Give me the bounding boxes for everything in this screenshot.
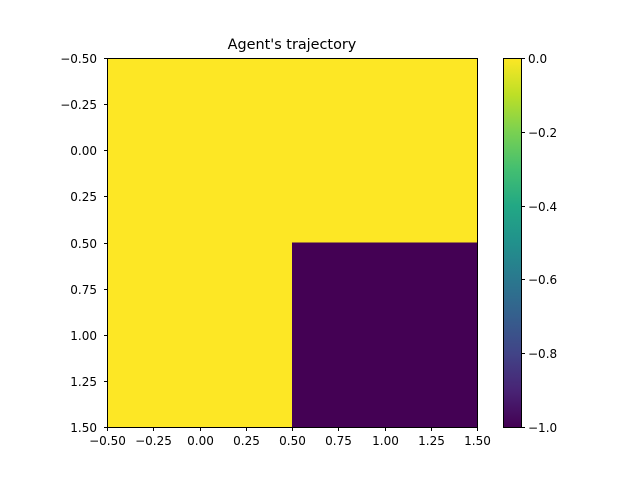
- colorbar: 0.0 −0.2 −0.4 −0.6 −0.8 −1.0: [503, 52, 557, 435]
- y-tick-label: 1.50: [70, 421, 97, 435]
- colorbar-frame: [503, 58, 522, 428]
- y-tick-label: −0.25: [60, 98, 97, 112]
- chart-title: Agent's trajectory: [228, 37, 357, 53]
- x-tick-label: 0.50: [279, 434, 306, 448]
- y-tick-label: 0.25: [70, 190, 97, 204]
- heatmap-cells: [107, 58, 477, 427]
- heatmap-cell: [292, 58, 477, 243]
- y-tick-label: 1.00: [70, 329, 97, 343]
- colorbar-tick-label: 0.0: [528, 52, 547, 66]
- colorbar-tick-label: −0.2: [528, 126, 557, 140]
- x-tick-label: 1.25: [418, 434, 445, 448]
- x-tick-label: −0.50: [89, 434, 126, 448]
- y-tick-label: −0.50: [60, 52, 97, 66]
- x-axis-ticks: −0.50 −0.25 0.00 0.25 0.50 0.75 1.00 1.25 1.50: [89, 427, 491, 448]
- heatmap-cell: [107, 58, 292, 243]
- heatmap-cell: [107, 242, 292, 427]
- x-tick-label: 0.25: [233, 434, 260, 448]
- colorbar-ticks: 0.0 −0.2 −0.4 −0.6 −0.8 −1.0: [521, 52, 557, 435]
- x-tick-label: 1.50: [464, 434, 491, 448]
- colorbar-gradient: [503, 58, 521, 427]
- y-tick-label: 0.50: [70, 237, 97, 251]
- x-tick-label: 0.00: [187, 434, 214, 448]
- heatmap-cell: [292, 242, 477, 427]
- colorbar-tick-label: −0.4: [528, 200, 557, 214]
- colorbar-tick-label: −0.8: [528, 347, 557, 361]
- colorbar-tick-label: −1.0: [528, 421, 557, 435]
- x-tick-label: 1.00: [372, 434, 399, 448]
- plot-frame: [107, 58, 478, 428]
- y-axis-ticks: −0.50 −0.25 0.00 0.25 0.50 0.75 1.00 1.25 1.50: [60, 52, 108, 435]
- x-tick-label: 0.75: [325, 434, 352, 448]
- y-tick-label: 0.00: [70, 144, 97, 158]
- colorbar-tick-label: −0.6: [528, 273, 557, 287]
- y-tick-label: 0.75: [70, 283, 97, 297]
- x-tick-label: −0.25: [135, 434, 172, 448]
- y-tick-label: 1.25: [70, 375, 97, 389]
